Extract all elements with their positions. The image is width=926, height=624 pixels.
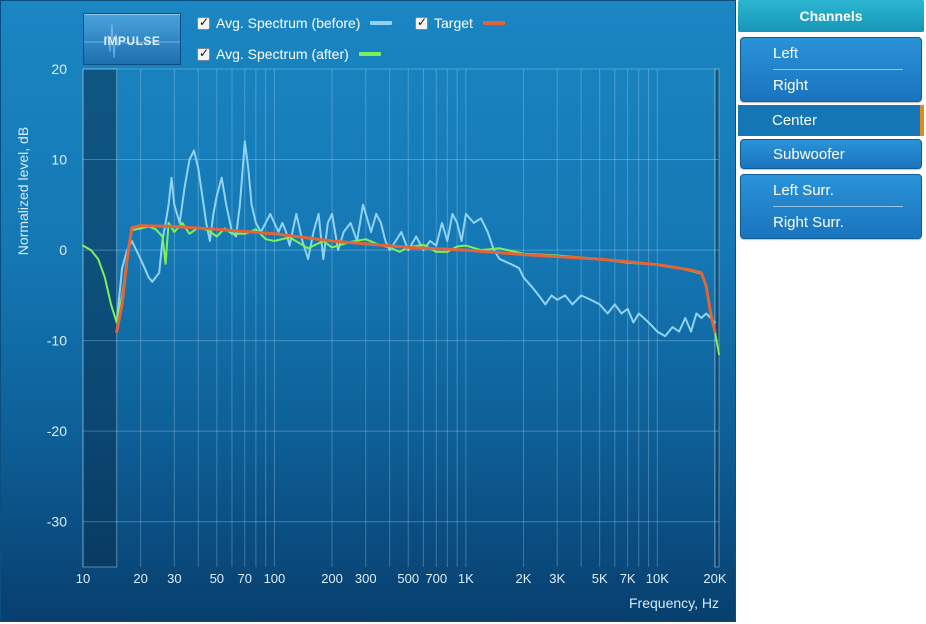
y-tick-label: 20 — [51, 61, 67, 77]
checkbox-target[interactable] — [415, 15, 428, 30]
channel-left[interactable]: Left — [773, 45, 799, 62]
legend-target-label: Target — [434, 15, 473, 31]
series-line-2 — [82, 221, 720, 356]
x-tick-label: 50 — [210, 571, 224, 586]
legend-after-swatch — [358, 52, 381, 56]
x-tick-label: 10K — [646, 571, 669, 586]
channels-panel: Channels Left Right Center Subwoofer Lef… — [738, 0, 924, 239]
x-axis-label: Frequency, Hz — [629, 595, 719, 611]
channel-right-surr[interactable]: Right Surr. — [773, 214, 844, 231]
x-tick-label: 30 — [167, 571, 181, 586]
y-tick-label: 10 — [51, 152, 67, 168]
x-tick-label: 10 — [76, 571, 90, 586]
x-tick-label: 100 — [264, 571, 286, 586]
channel-subwoofer[interactable]: Subwoofer — [773, 145, 845, 163]
checkbox-after[interactable] — [197, 46, 210, 61]
channels-header: Channels — [738, 0, 924, 32]
y-tick-label: -30 — [47, 514, 67, 530]
legend-target-swatch — [482, 21, 505, 25]
divider — [773, 69, 903, 70]
divider — [773, 206, 903, 207]
x-tick-label: 5K — [592, 571, 608, 586]
channel-group-surround: Left Surr. Right Surr. — [740, 174, 922, 239]
x-tick-label: 200 — [321, 571, 343, 586]
checkbox-before[interactable] — [197, 15, 210, 30]
x-tick-label: 700 — [425, 571, 447, 586]
impulse-label: IMPULSE — [103, 34, 161, 48]
legend-after[interactable]: Avg. Spectrum (after) — [197, 45, 381, 63]
x-tick-label: 20 — [133, 571, 147, 586]
channel-right[interactable]: Right — [773, 77, 809, 94]
plot-panel: 20 10 0 -10 -20 -30 10 20 30 50 70 100 200 300 500 700 1… — [0, 0, 736, 622]
y-tick-label: -20 — [47, 423, 67, 439]
legend-before-swatch — [370, 21, 393, 25]
x-tick-label: 20K — [703, 571, 726, 586]
x-tick-label: 3K — [549, 571, 565, 586]
legend-before[interactable]: Avg. Spectrum (before) — [197, 14, 393, 32]
y-tick-label: 0 — [59, 242, 67, 258]
x-tick-label: 1K — [458, 571, 474, 586]
legend-before-label: Avg. Spectrum (before) — [216, 15, 361, 31]
x-tick-label: 7K — [620, 571, 636, 586]
x-tick-label: 2K — [516, 571, 532, 586]
x-tick-label: 500 — [397, 571, 419, 586]
channel-group-front: Left Right — [740, 37, 922, 102]
x-tick-label: 300 — [355, 571, 377, 586]
series-line-1 — [115, 224, 717, 334]
y-axis-label: Normalized level, dB — [15, 126, 31, 256]
y-tick-label: -10 — [47, 333, 67, 349]
channel-left-surr[interactable]: Left Surr. — [773, 182, 834, 199]
legend-after-label: Avg. Spectrum (after) — [216, 46, 349, 62]
channel-center[interactable]: Center — [738, 105, 924, 136]
excluded-range-1 — [714, 68, 720, 568]
legend-target[interactable]: Target — [415, 14, 505, 32]
channel-group-sub: Subwoofer — [740, 139, 922, 169]
x-tick-label: 70 — [238, 571, 252, 586]
series-line-0 — [115, 140, 716, 338]
impulse-waveform-icon — [84, 23, 180, 59]
excluded-range-0 — [82, 68, 118, 568]
impulse-button[interactable]: IMPULSE — [83, 13, 181, 65]
